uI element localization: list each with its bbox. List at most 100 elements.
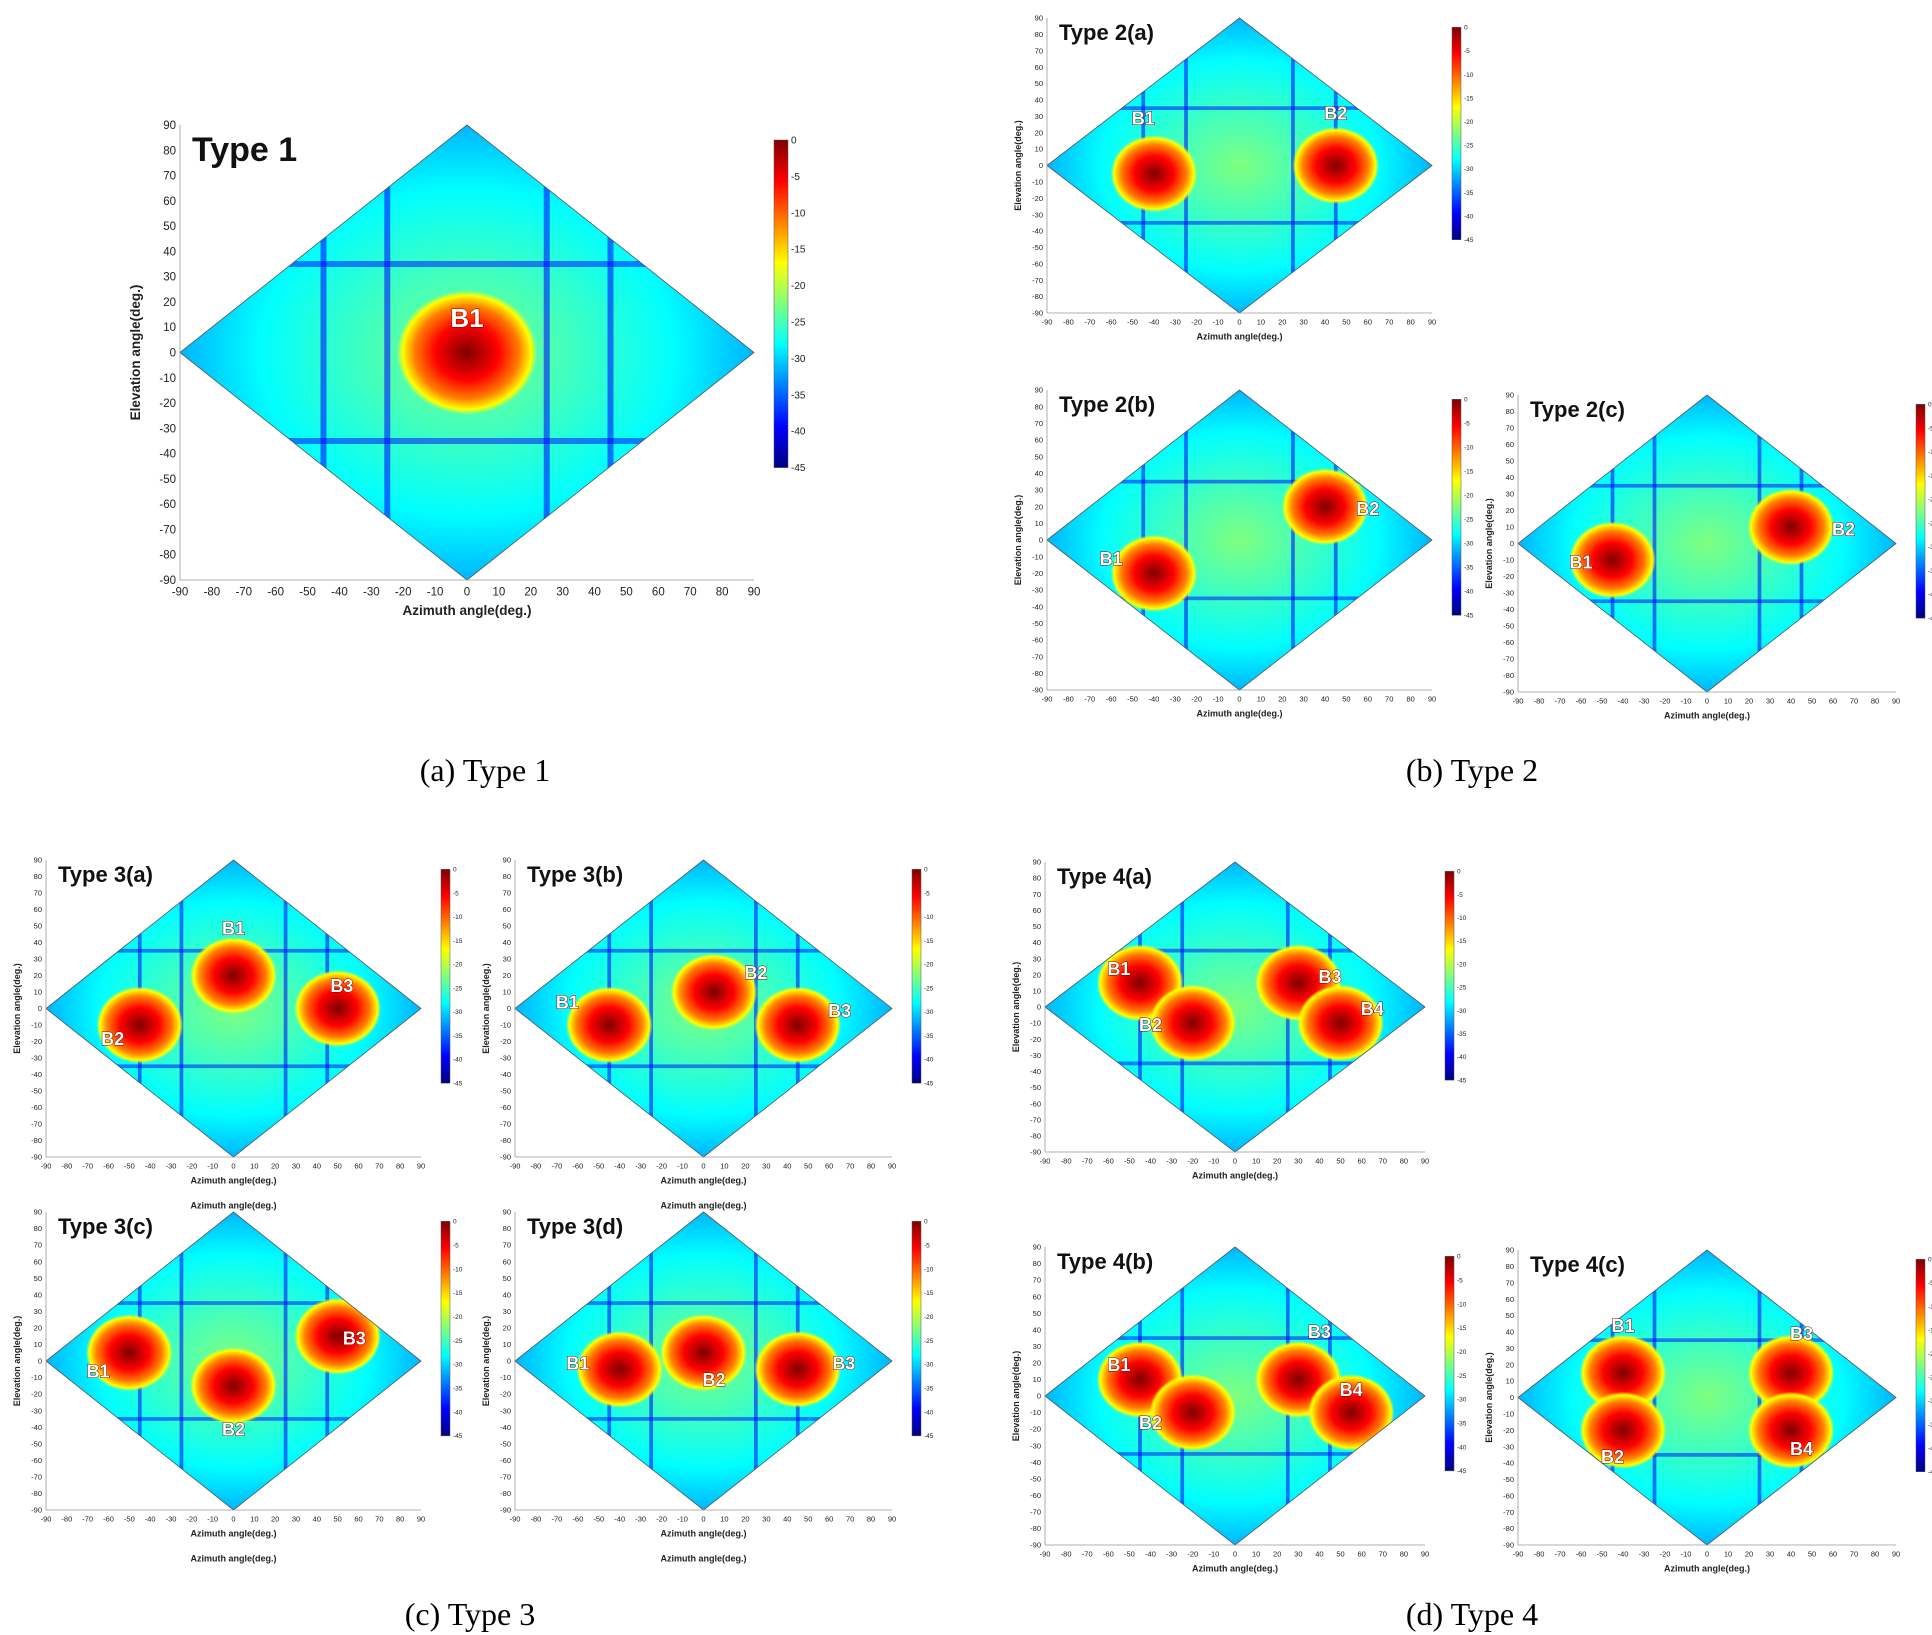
beam-b1 (565, 986, 653, 1064)
x-tick-label: 40 (313, 1515, 321, 1524)
beam-label-b2: B2 (101, 1029, 124, 1049)
y-tick-label: -30 (500, 1054, 511, 1063)
beam-b2 (1149, 984, 1237, 1062)
y-tick-label: 90 (503, 1208, 511, 1217)
y-tick-label: -40 (159, 449, 176, 461)
panel-title: Type 3(d) (527, 1214, 623, 1239)
x-tick-label: -80 (61, 1162, 72, 1171)
y-axis-label: Elevation angle(deg.) (1011, 962, 1021, 1053)
x-tick-label: -70 (551, 1515, 562, 1524)
colorbar-tick-label: -5 (1457, 1277, 1463, 1284)
y-tick-label: -50 (1030, 1474, 1041, 1483)
x-tick-label: 90 (1421, 1550, 1429, 1559)
y-tick-label: -80 (500, 1489, 511, 1498)
null-band (1047, 479, 1432, 484)
colorbar-tick-label: -45 (924, 1080, 934, 1087)
y-tick-label: -90 (1030, 1148, 1041, 1157)
colorbar-tick-label: -35 (453, 1385, 463, 1392)
x-tick-label: 0 (464, 587, 470, 599)
x-tick-label: 80 (1871, 1550, 1879, 1559)
beam-b1 (85, 1314, 173, 1392)
null-band (1518, 1338, 1896, 1342)
x-tick-label: 70 (846, 1162, 854, 1171)
colorbar-tick-label: -35 (924, 1385, 934, 1392)
y-tick-label: -90 (1032, 309, 1043, 318)
beam-label-b2: B2 (222, 1420, 245, 1440)
y-tick-label: -80 (31, 1489, 42, 1498)
y-tick-label: 30 (34, 955, 42, 964)
y-tick-label: 50 (1035, 79, 1043, 88)
colorbar-tick-label: -5 (1457, 892, 1463, 899)
y-tick-label: -20 (1503, 1426, 1514, 1435)
y-tick-label: -60 (1030, 1099, 1041, 1108)
y-tick-label: 90 (1506, 1246, 1514, 1255)
x-tick-label: 70 (1850, 697, 1858, 706)
x-tick-label: 70 (1385, 318, 1393, 327)
x-tick-label: -50 (124, 1515, 135, 1524)
y-tick-label: 10 (1035, 145, 1043, 154)
y-tick-label: -10 (500, 1373, 511, 1382)
x-tick-label: -90 (41, 1162, 52, 1171)
colorbar-tick-label: 0 (791, 136, 797, 147)
y-tick-label: 50 (503, 1274, 511, 1283)
y-tick-label: 0 (38, 1357, 42, 1366)
y-tick-label: -80 (1503, 671, 1514, 680)
x-tick-label: 20 (741, 1162, 749, 1171)
x-tick-label: 20 (741, 1515, 749, 1524)
null-band (1047, 106, 1432, 110)
colorbar-tick-label: -25 (1928, 1375, 1932, 1382)
x-tick-label: -90 (1042, 318, 1053, 327)
y-tick-label: 80 (503, 872, 511, 881)
x-axis-label: Azimuth angle(deg.) (1197, 709, 1283, 719)
colorbar-tick-label: -20 (453, 962, 463, 969)
x-tick-label: -50 (299, 587, 316, 599)
x-tick-label: 10 (250, 1162, 258, 1171)
x-tick-label: -10 (1681, 1550, 1692, 1559)
x-tick-label: 10 (720, 1162, 728, 1171)
y-tick-label: 60 (34, 905, 42, 914)
y-tick-label: -80 (1030, 1524, 1041, 1533)
beam-label-b2: B2 (1139, 1015, 1162, 1035)
colorbar-tick-label: -25 (453, 985, 463, 992)
colorbar-tick-label: -40 (1464, 589, 1474, 596)
x-tick-label: 30 (1299, 695, 1307, 704)
x-axis-label: Azimuth angle(deg.) (1192, 1564, 1278, 1574)
y-tick-label: -50 (1032, 243, 1043, 252)
colorbar-tick-label: -30 (453, 1009, 463, 1016)
y-tick-label: -40 (1030, 1458, 1041, 1467)
heatmap-area (1047, 390, 1432, 690)
x-axis-label: Azimuth angle(deg.) (1664, 1564, 1750, 1574)
x-tick-label: -60 (1106, 318, 1117, 327)
colorbar-tick-label: 0 (1464, 25, 1468, 32)
x-tick-label: 20 (524, 587, 537, 599)
x-tick-label: -50 (1127, 318, 1138, 327)
colorbar-tick-label: -25 (1928, 520, 1932, 527)
x-axis-label: Azimuth angle(deg.) (661, 1529, 747, 1539)
colorbar-tick-label: -25 (791, 318, 806, 329)
x-tick-label: 70 (684, 587, 697, 599)
x-tick-label: -80 (531, 1515, 542, 1524)
x-tick-label: -80 (61, 1515, 72, 1524)
null-band (543, 125, 550, 580)
colorbar-tick-label: -5 (453, 890, 459, 897)
colorbar-tick-label: -35 (1464, 565, 1474, 572)
beam-label-b3: B3 (1318, 967, 1341, 987)
beam-label-b3: B3 (828, 1001, 851, 1021)
beam-b1 (397, 290, 537, 415)
y-tick-label: 30 (1035, 112, 1043, 121)
x-tick-label: -30 (1639, 1550, 1650, 1559)
beam-b2 (660, 1314, 747, 1392)
x-tick-label: 30 (292, 1515, 300, 1524)
x-tick-label: -60 (267, 587, 284, 599)
colorbar-tick-label: -35 (1457, 1031, 1467, 1038)
colorbar-tick-label: -45 (1457, 1077, 1467, 1084)
colorbar-tick-label: -40 (924, 1057, 934, 1064)
colorbar-tick-label: -40 (924, 1409, 934, 1416)
x-tick-label: -80 (1534, 697, 1545, 706)
x-tick-label: -20 (1191, 695, 1202, 704)
colorbar-tick-label: -30 (1457, 1008, 1467, 1015)
colorbar-tick-label: -45 (1928, 1469, 1932, 1476)
colorbar-tick-label: -40 (1457, 1444, 1467, 1451)
